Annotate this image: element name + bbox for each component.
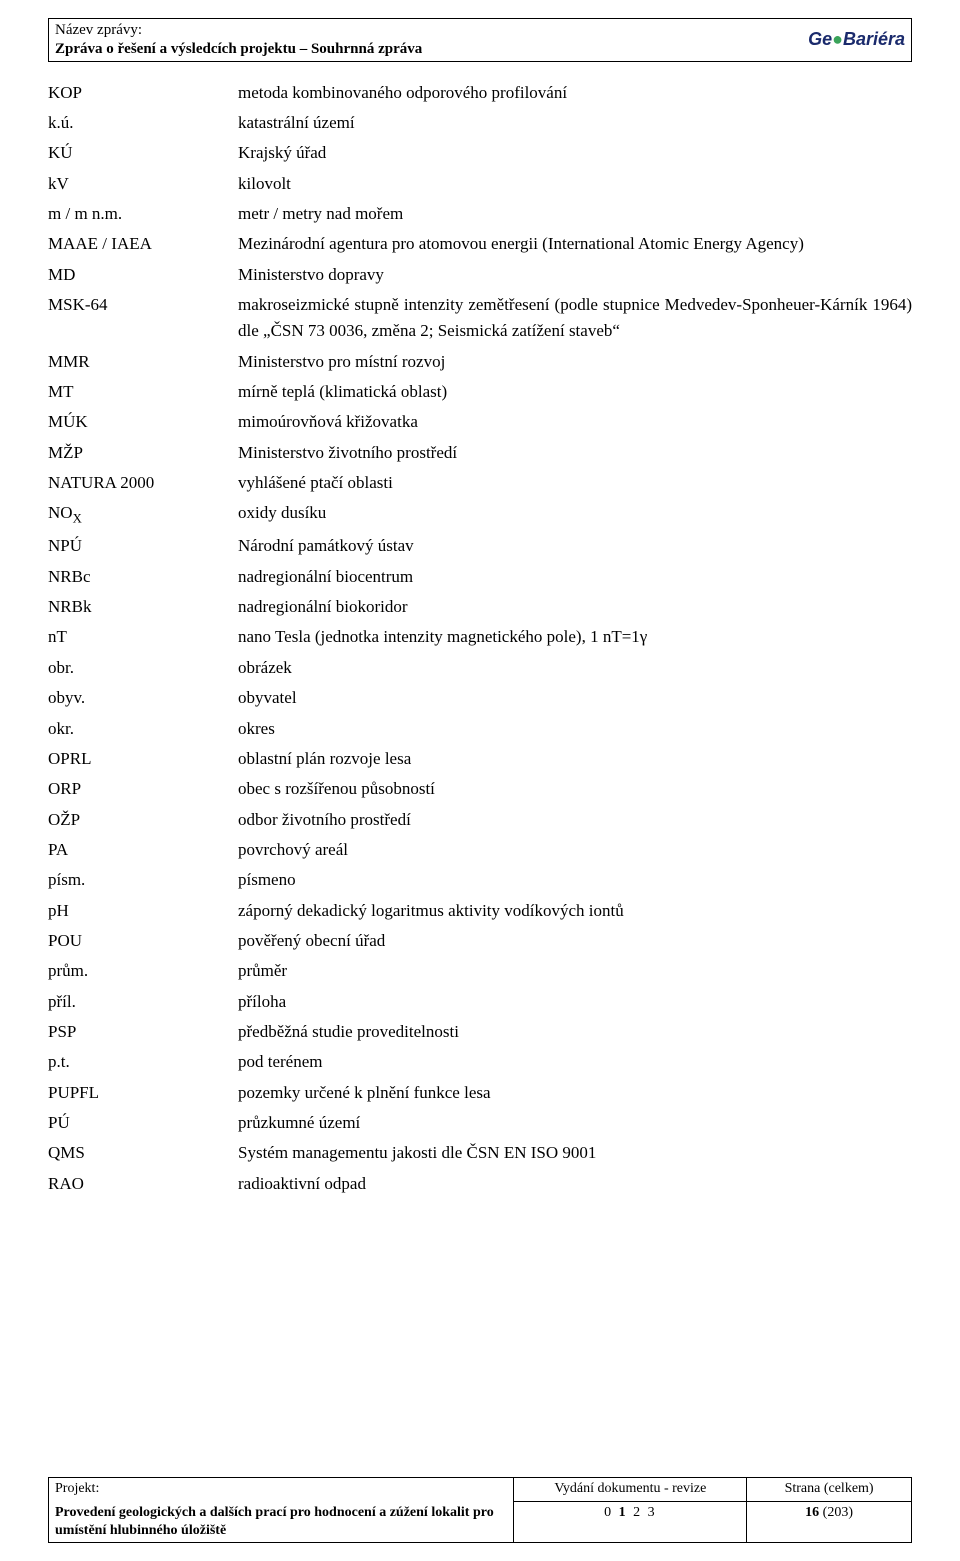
brand-globe-icon: ● (832, 29, 843, 49)
definition-text: oxidy dusíku (238, 500, 912, 529)
definition-text: předběžná studie proveditelnosti (238, 1019, 912, 1045)
definition-term: MSK-64 (48, 292, 238, 345)
definition-term: MD (48, 262, 238, 288)
header-left: Název zprávy: Zpráva o řešení a výsledcí… (55, 21, 422, 59)
definition-text: metoda kombinovaného odporového profilov… (238, 80, 912, 106)
definition-text: příloha (238, 989, 912, 1015)
definition-text: nadregionální biocentrum (238, 564, 912, 590)
definition-term: NATURA 2000 (48, 470, 238, 496)
definition-term: PA (48, 837, 238, 863)
definition-text: nano Tesla (jednotka intenzity magnetick… (238, 624, 912, 650)
definition-text: metr / metry nad mořem (238, 201, 912, 227)
definition-text: Ministerstvo dopravy (238, 262, 912, 288)
definition-term: MMR (48, 349, 238, 375)
revision-number: 2 (633, 1505, 642, 1520)
definition-term: MAAE / IAEA (48, 231, 238, 257)
footer-revision-label: Vydání dokumentu - revize (514, 1478, 747, 1501)
definition-term: okr. (48, 716, 238, 742)
definition-term: NPÚ (48, 533, 238, 559)
definition-term: POU (48, 928, 238, 954)
footer-page-current: 16 (805, 1505, 819, 1520)
definition-term: RAO (48, 1171, 238, 1197)
definition-term: PÚ (48, 1110, 238, 1136)
footer-project-title: Provedení geologických a dalších prací p… (49, 1502, 514, 1542)
definition-term: KÚ (48, 140, 238, 166)
definition-term: PSP (48, 1019, 238, 1045)
definition-text: Systém managementu jakosti dle ČSN EN IS… (238, 1140, 912, 1166)
definition-text: vyhlášené ptačí oblasti (238, 470, 912, 496)
definition-text: písmeno (238, 867, 912, 893)
definition-text: oblastní plán rozvoje lesa (238, 746, 912, 772)
definition-term: prům. (48, 958, 238, 984)
definition-text: Ministerstvo pro místní rozvoj (238, 349, 912, 375)
revision-number: 3 (648, 1505, 657, 1520)
brand-ge: Ge (808, 29, 832, 49)
definition-term: m / m n.m. (48, 201, 238, 227)
footer-box: Projekt: Vydání dokumentu - revize Stran… (48, 1477, 912, 1543)
definition-term: MÚK (48, 409, 238, 435)
definition-term: příl. (48, 989, 238, 1015)
definition-term: pH (48, 898, 238, 924)
definition-term: OPRL (48, 746, 238, 772)
definition-text: Krajský úřad (238, 140, 912, 166)
definition-term: nT (48, 624, 238, 650)
definition-term: QMS (48, 1140, 238, 1166)
definition-term: ORP (48, 776, 238, 802)
definition-term: k.ú. (48, 110, 238, 136)
brand-bariera: Bariéra (843, 29, 905, 49)
header-box: Název zprávy: Zpráva o řešení a výsledcí… (48, 18, 912, 62)
footer-project-label: Projekt: (49, 1478, 514, 1501)
definitions-list: KOPmetoda kombinovaného odporového profi… (48, 80, 912, 1198)
definition-term: p.t. (48, 1049, 238, 1075)
definition-text: obec s rozšířenou působností (238, 776, 912, 802)
definition-text: odbor životního prostředí (238, 807, 912, 833)
definition-term: NRBk (48, 594, 238, 620)
definition-text: pozemky určené k plnění funkce lesa (238, 1080, 912, 1106)
definition-term: NRBc (48, 564, 238, 590)
footer-revision-numbers: 0 1 2 3 (514, 1502, 747, 1542)
definition-text: průzkumné území (238, 1110, 912, 1136)
definition-text: průměr (238, 958, 912, 984)
definition-text: nadregionální biokoridor (238, 594, 912, 620)
definition-text: pověřený obecní úřad (238, 928, 912, 954)
footer-page-label: Strana (celkem) (747, 1478, 911, 1501)
definition-term: kV (48, 171, 238, 197)
definition-text: obyvatel (238, 685, 912, 711)
definition-text: kilovolt (238, 171, 912, 197)
definition-term: KOP (48, 80, 238, 106)
definition-text: radioaktivní odpad (238, 1171, 912, 1197)
definition-text: pod terénem (238, 1049, 912, 1075)
definition-term: obr. (48, 655, 238, 681)
revision-number: 1 (619, 1505, 628, 1520)
revision-number: 0 (604, 1505, 613, 1520)
definition-text: povrchový areál (238, 837, 912, 863)
definition-term: NOX (48, 500, 238, 529)
footer-page-total: (203) (823, 1505, 853, 1520)
definition-text: Ministerstvo životního prostředí (238, 440, 912, 466)
definition-text: mimoúrovňová křižovatka (238, 409, 912, 435)
brand-logo: Ge●Bariéra (808, 29, 905, 50)
definition-term: obyv. (48, 685, 238, 711)
definition-text: Národní památkový ústav (238, 533, 912, 559)
definition-text: záporný dekadický logaritmus aktivity vo… (238, 898, 912, 924)
definition-term: písm. (48, 867, 238, 893)
definition-text: katastrální území (238, 110, 912, 136)
report-name-label: Název zprávy: (55, 21, 422, 40)
definition-term: OŽP (48, 807, 238, 833)
definition-text: obrázek (238, 655, 912, 681)
definition-text: Mezinárodní agentura pro atomovou energi… (238, 231, 912, 257)
definition-text: makroseizmické stupně intenzity zemětřes… (238, 292, 912, 345)
definition-term: MT (48, 379, 238, 405)
definition-text: mírně teplá (klimatická oblast) (238, 379, 912, 405)
footer-page-number: 16 (203) (747, 1502, 911, 1542)
definition-term: MŽP (48, 440, 238, 466)
definition-term: PUPFL (48, 1080, 238, 1106)
report-title: Zpráva o řešení a výsledcích projektu – … (55, 40, 422, 59)
definition-text: okres (238, 716, 912, 742)
